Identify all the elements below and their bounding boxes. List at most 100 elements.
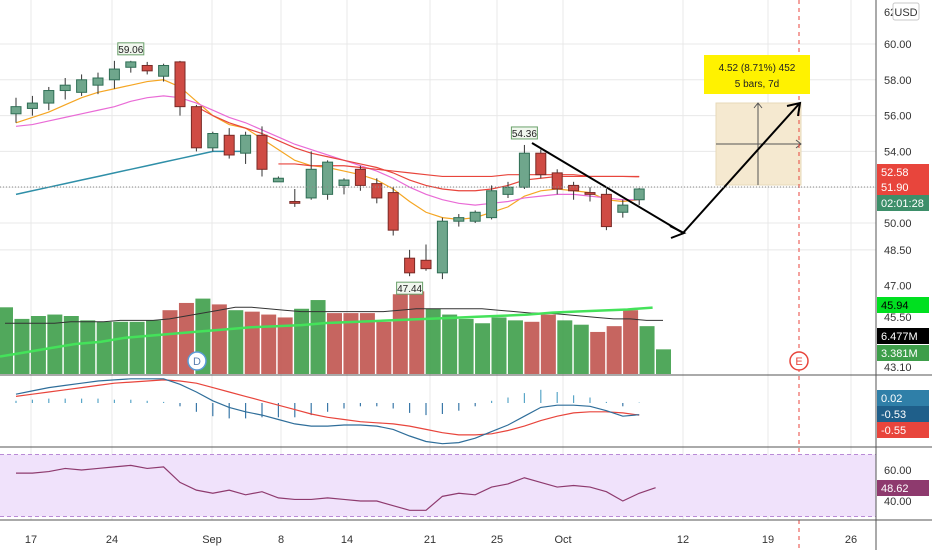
time-tick-label: Sep [202, 534, 222, 546]
dividend-event-label: D [193, 356, 201, 368]
moving-average-line [15, 95, 640, 206]
currency-badge[interactable]: USD [892, 2, 920, 21]
volume-bar [244, 311, 260, 374]
time-tick-label: 12 [677, 534, 689, 546]
candle-body [486, 190, 498, 219]
candle-body [141, 64, 153, 72]
volume-bar [310, 300, 326, 374]
candle-body [108, 68, 120, 81]
volume-last-tag-bg [877, 345, 929, 361]
candle-body [584, 192, 596, 195]
earnings-event-icon[interactable] [789, 351, 809, 371]
volume-bar [507, 320, 523, 374]
projection-label-box[interactable]: 4.52 (8.71%) 452 5 bars, 7d [704, 55, 810, 94]
volume-ma-tag-bg [877, 328, 929, 344]
price-tick-label: 45.50 [884, 312, 912, 324]
price-extreme-label: 47.44 [397, 284, 422, 295]
event-markers[interactable]: D E [187, 351, 809, 371]
candle-body [404, 257, 416, 274]
candle-body [387, 192, 399, 231]
candle-body [551, 172, 563, 190]
price-axis-labels: 52.58 51.90 02:01:28 45.94 6.477M 3.381M 0.02 -… [0, 164, 929, 496]
rsi-line [16, 464, 656, 511]
candle-body [43, 90, 55, 104]
volume-bar [590, 331, 606, 374]
last-price-tag: 51.90 [881, 182, 909, 194]
candle-body [26, 102, 38, 109]
volume-bar [80, 320, 96, 374]
volume-bar [30, 316, 46, 374]
time-tick-label: Oct [554, 534, 571, 546]
countdown-tag-bg [877, 195, 929, 211]
time-tick-label: 8 [278, 534, 284, 546]
volume-bar [623, 310, 639, 374]
candle-body [502, 186, 514, 195]
price-extreme-label: 59.06 [118, 45, 143, 56]
price-tick-label: 56.00 [884, 111, 912, 123]
volume-ma-tag: 6.477M [881, 331, 918, 343]
ma-price-tag: 52.58 [881, 167, 909, 179]
candle-body [338, 179, 350, 186]
volume-bar [425, 308, 441, 374]
candle-body [240, 134, 252, 154]
candle-body [223, 134, 235, 156]
volume-bar [146, 320, 162, 374]
rsi-band [0, 454, 876, 517]
volume-bar [129, 321, 145, 374]
volume-bar [540, 314, 556, 374]
forecast-arrowhead-up [786, 101, 802, 117]
volume-bar [606, 326, 622, 374]
rsi-pane: 60.00 40.00 [0, 454, 912, 517]
price-tick-label: 54.00 [884, 146, 912, 158]
candle-body [207, 133, 219, 149]
dividend-event-icon[interactable] [187, 351, 207, 371]
price-tick-label: 48.50 [884, 245, 912, 257]
volume-bar [475, 323, 491, 374]
volume-bar [294, 308, 310, 374]
candle-body [453, 217, 465, 222]
volume-bar [656, 349, 671, 374]
drawn-trend-arrows[interactable] [531, 101, 802, 239]
candle-body [59, 84, 71, 92]
price-tick-label: 60.00 [884, 39, 912, 51]
price-extreme-label-bg [396, 281, 424, 295]
volume-bar [392, 294, 408, 374]
countdown-tag: 02:01:28 [881, 198, 924, 210]
volume-last-tag: 3.381M [881, 348, 918, 360]
volume-bar [327, 313, 342, 374]
currency-badge-bg [892, 2, 920, 21]
currency-label: USD [894, 7, 917, 19]
candle-body [535, 152, 547, 176]
price-tick-label: 47.00 [884, 280, 912, 292]
projection-up-arrowhead [753, 102, 763, 109]
candle-body [568, 184, 580, 192]
volume-bar [557, 320, 573, 374]
price-extreme-label-bg [510, 126, 538, 140]
price-extreme-label-bg [117, 42, 145, 56]
macd-line [15, 378, 640, 445]
earnings-event-label: E [795, 356, 802, 368]
volume-bar [376, 321, 392, 374]
volume-bars [0, 291, 671, 374]
volume-bar [458, 318, 474, 374]
rsi-tick-label: 40.00 [884, 496, 912, 508]
volume-bar [442, 314, 458, 374]
macd-hist-tag-bg [877, 390, 929, 406]
price-tick-label: 43.10 [884, 362, 912, 374]
projection-label-line1: 4.52 (8.71%) 452 [719, 63, 796, 74]
volume-bar [0, 307, 13, 374]
volume-bar [343, 313, 359, 374]
volume-bar [14, 318, 30, 374]
last-price-tag-bg [877, 179, 929, 195]
macd-signal-tag: -0.55 [881, 425, 906, 437]
time-tick-label: 21 [424, 534, 436, 546]
volume-bar [47, 314, 63, 374]
candle-body [633, 188, 645, 201]
rsi-value-tag: 48.62 [881, 483, 909, 495]
projection-label-line2: 5 bars, 7d [735, 79, 779, 90]
volume-bar [573, 324, 589, 374]
time-tick-label: 17 [25, 534, 37, 546]
rsi-tick-label: 60.00 [884, 465, 912, 477]
volume-bar [524, 321, 540, 374]
